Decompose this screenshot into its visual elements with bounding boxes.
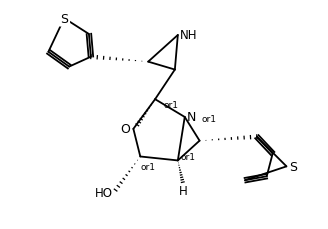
Text: NH: NH bbox=[180, 29, 197, 42]
Text: HO: HO bbox=[95, 186, 113, 199]
Text: or1: or1 bbox=[201, 115, 216, 124]
Text: S: S bbox=[290, 160, 297, 173]
Text: or1: or1 bbox=[163, 100, 178, 109]
Text: O: O bbox=[120, 123, 131, 136]
Text: H: H bbox=[178, 184, 187, 197]
Text: N: N bbox=[187, 111, 196, 124]
Text: S: S bbox=[60, 13, 68, 26]
Text: or1: or1 bbox=[181, 152, 196, 161]
Text: or1: or1 bbox=[140, 162, 155, 171]
